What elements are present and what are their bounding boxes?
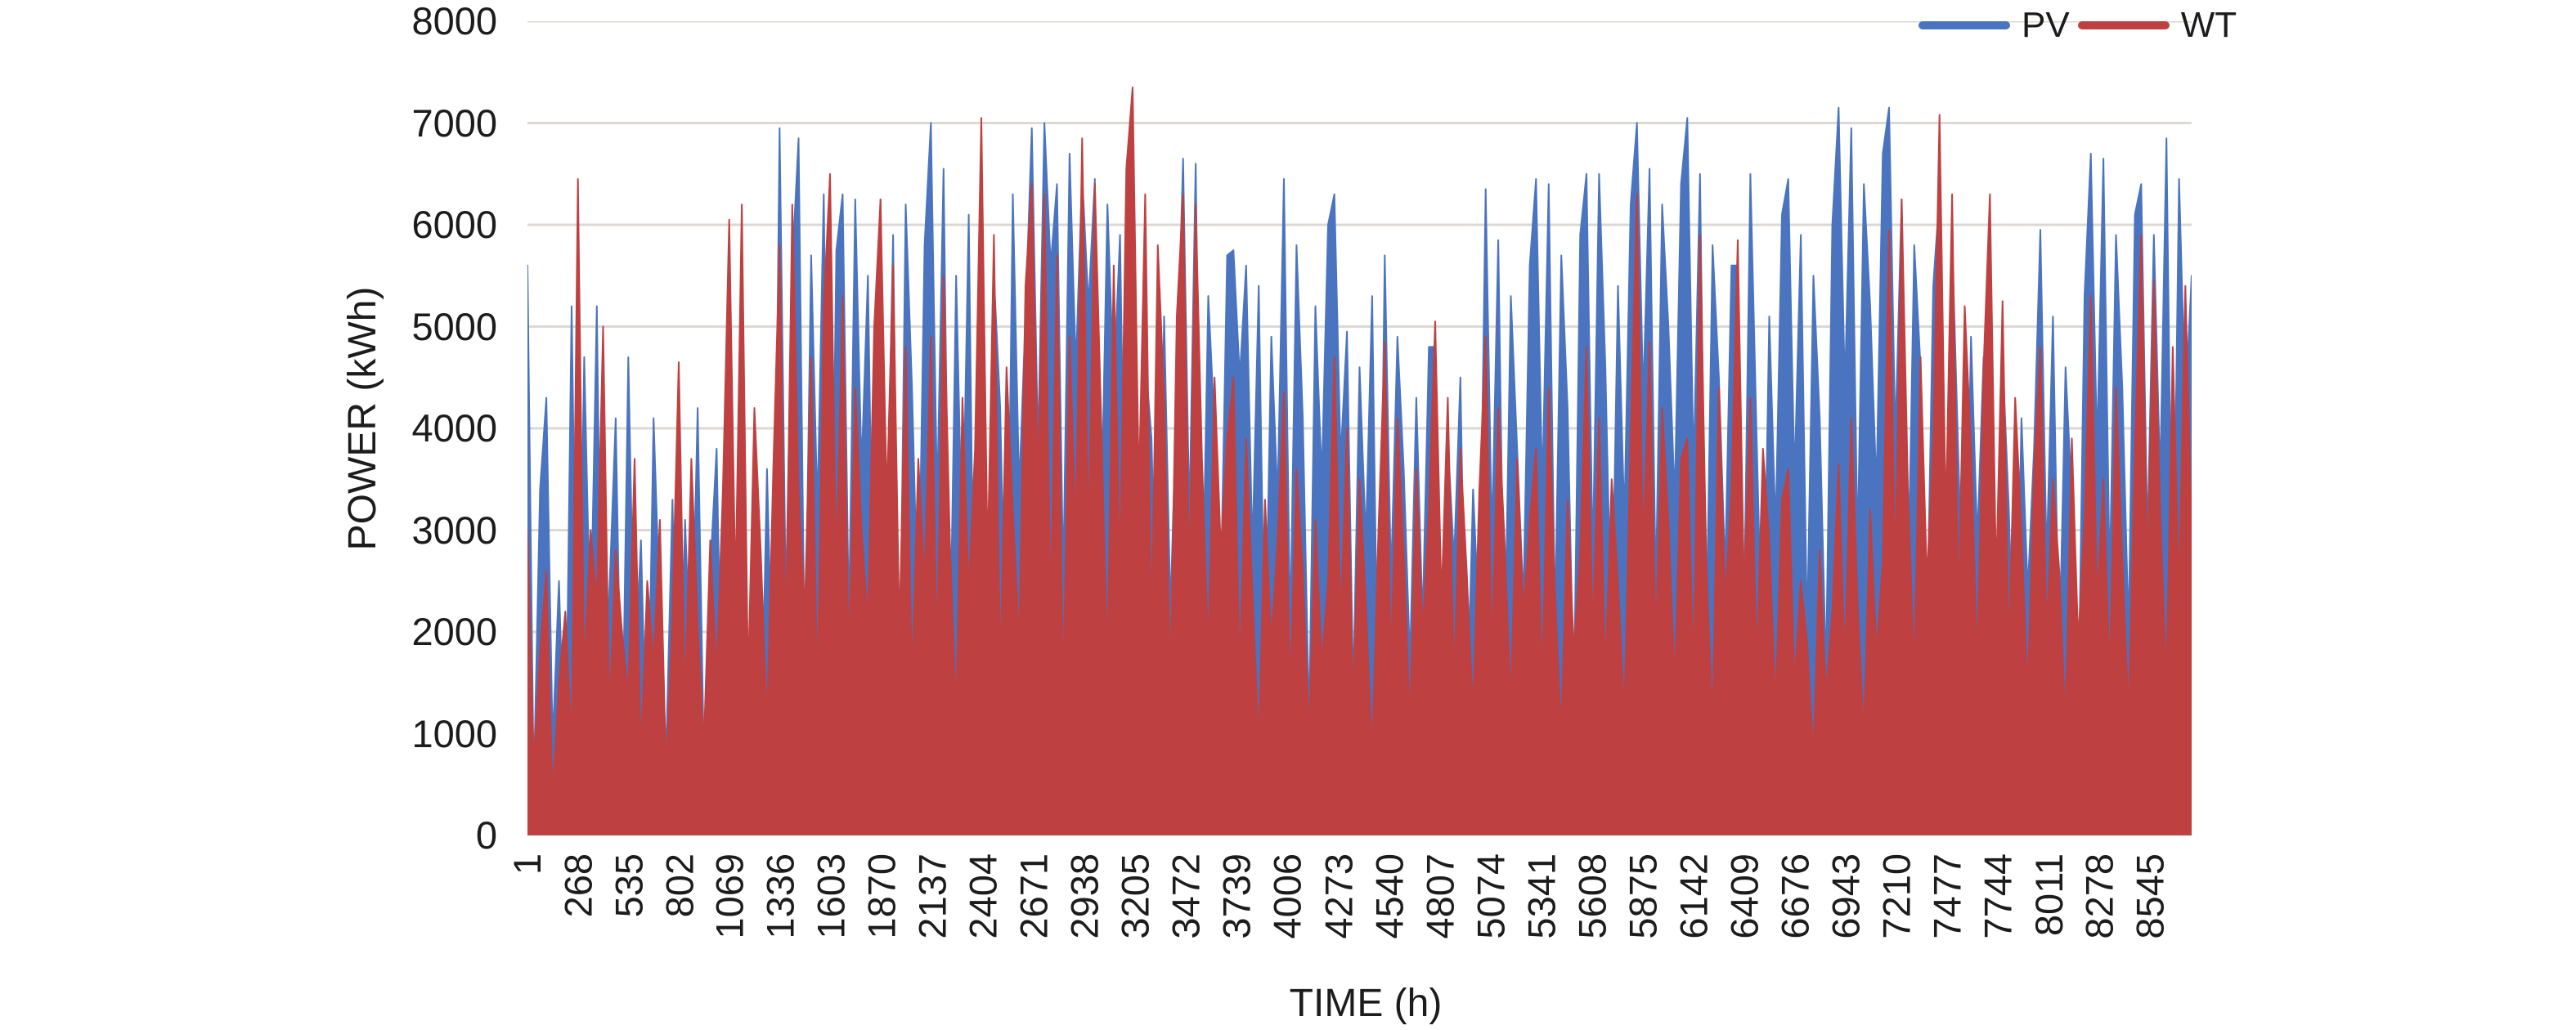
y-tick-label-3000: 3000 [411,508,497,552]
x-tick-label-4807: 4807 [1419,853,1462,939]
x-tick-label-4006: 4006 [1266,853,1309,939]
x-tick-label-1336: 1336 [759,853,802,939]
x-tick-label-3205: 3205 [1114,853,1157,939]
y-axis-title: POWER (kWh) [341,286,384,551]
y-tick-label-0: 0 [475,813,497,857]
x-tick-label-1069: 1069 [708,853,752,939]
legend: PV WT [1919,7,2245,44]
x-tick-label-802: 802 [657,853,701,918]
x-axis-title: TIME (h) [1289,982,1443,1025]
x-tick-label-1870: 1870 [860,853,904,939]
x-tick-label-6676: 6676 [1774,853,1817,939]
x-tick-label-8011: 8011 [2027,853,2071,937]
x-tick-label-6142: 6142 [1672,853,1716,939]
x-tick-label-3739: 3739 [1215,853,1259,939]
x-tick-label-535: 535 [607,853,650,918]
series-areas [527,86,2192,835]
x-tick-label-4540: 4540 [1368,853,1411,939]
x-tick-label-1603: 1603 [810,853,853,939]
x-tick-label-2137: 2137 [911,853,954,939]
x-tick-label-7477: 7477 [1926,853,1969,939]
x-tick-label-268: 268 [556,853,599,918]
legend-label-pv: PV [2022,5,2070,45]
x-tick-label-1: 1 [505,853,549,876]
plot-area [527,21,2192,835]
x-tick-label-5875: 5875 [1622,853,1665,939]
x-tick-label-6409: 6409 [1723,853,1766,939]
y-tick-label-4000: 4000 [411,406,497,450]
legend-swatch-wt-icon [2077,21,2170,29]
x-tick-label-2404: 2404 [962,853,1005,939]
x-tick-label-8278: 8278 [2078,853,2121,939]
x-tick-label-5074: 5074 [1470,853,1513,939]
x-tick-label-5608: 5608 [1571,853,1614,939]
y-tick-label-1000: 1000 [411,712,497,755]
wt-series-area [527,86,2192,835]
x-tick-label-3472: 3472 [1165,853,1208,939]
y-tick-label-8000: 8000 [411,0,497,43]
x-tick-label-6943: 6943 [1824,853,1868,939]
y-tick-label-6000: 6000 [411,203,497,246]
legend-label-wt: WT [2180,5,2237,45]
x-tick-label-2671: 2671 [1012,853,1056,939]
x-tick-label-8545: 8545 [2129,853,2172,939]
y-tick-label-7000: 7000 [411,101,497,145]
x-tick-label-5341: 5341 [1520,853,1564,939]
x-tick-label-4273: 4273 [1317,853,1361,939]
x-tick-label-7210: 7210 [1875,853,1919,939]
y-tick-label-5000: 5000 [411,305,497,348]
x-tick-label-7744: 7744 [1977,853,2020,939]
x-tick-label-2938: 2938 [1063,853,1106,939]
y-tick-label-2000: 2000 [411,610,497,653]
legend-swatch-pv-icon [1919,21,2010,29]
